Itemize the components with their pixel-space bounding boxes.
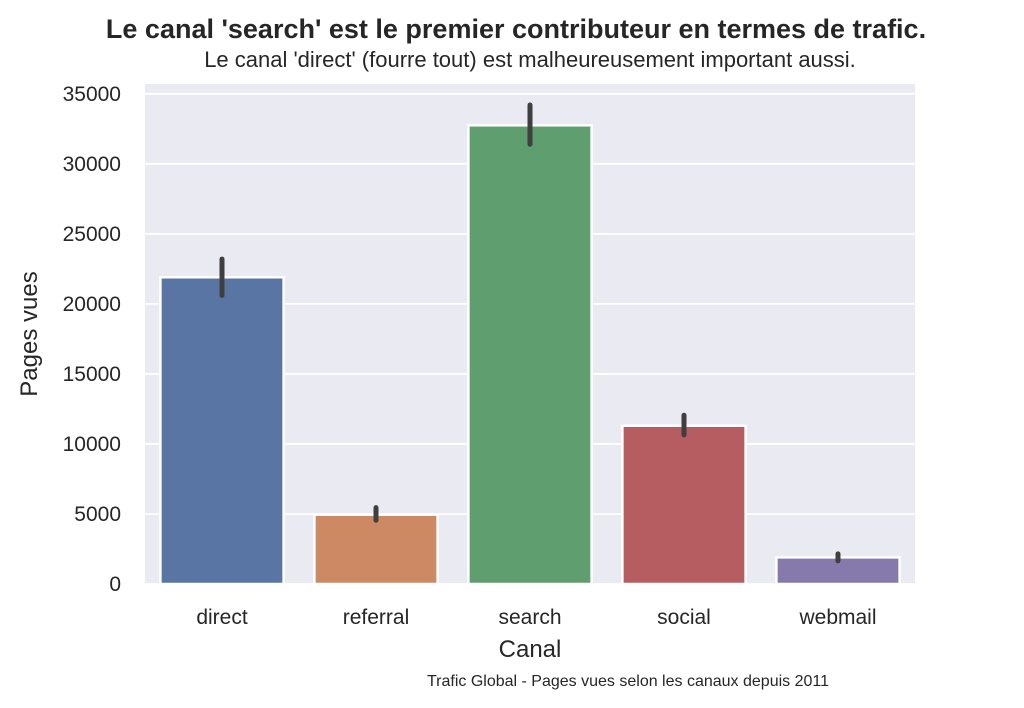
x-tick-label-social: social <box>657 606 711 629</box>
y-tick-labels: 0 5000 10000 15000 20000 25000 30000 35000 <box>63 83 121 596</box>
bar-search <box>467 124 593 586</box>
chart-caption: Trafic Global - Pages vues selon les can… <box>427 673 829 690</box>
x-tick-label-webmail: webmail <box>798 606 876 629</box>
y-tick-label: 5000 <box>74 503 121 526</box>
x-tick-labels: direct referral search social webmail <box>196 606 876 629</box>
y-tick-label: 20000 <box>63 293 121 316</box>
bar-social <box>621 424 747 586</box>
x-tick-label-referral: referral <box>343 606 410 629</box>
y-tick-label: 10000 <box>63 433 121 456</box>
chart-title: Le canal 'search' est le premier contrib… <box>106 14 926 44</box>
bars <box>159 124 901 586</box>
y-tick-label: 15000 <box>63 363 121 386</box>
error-bars <box>219 102 841 564</box>
y-axis-label: Pages vues <box>16 271 43 396</box>
chart-subtitle: Le canal 'direct' (fourre tout) est malh… <box>204 47 856 72</box>
y-tick-label: 35000 <box>63 83 121 106</box>
x-tick-label-search: search <box>498 606 561 629</box>
y-tick-label: 0 <box>109 573 121 596</box>
x-axis-label: Canal <box>499 636 562 663</box>
bar-direct <box>159 276 285 586</box>
y-tick-label: 25000 <box>63 223 121 246</box>
y-tick-label: 30000 <box>63 153 121 176</box>
x-tick-label-direct: direct <box>196 606 248 629</box>
bar-referral <box>313 513 439 586</box>
